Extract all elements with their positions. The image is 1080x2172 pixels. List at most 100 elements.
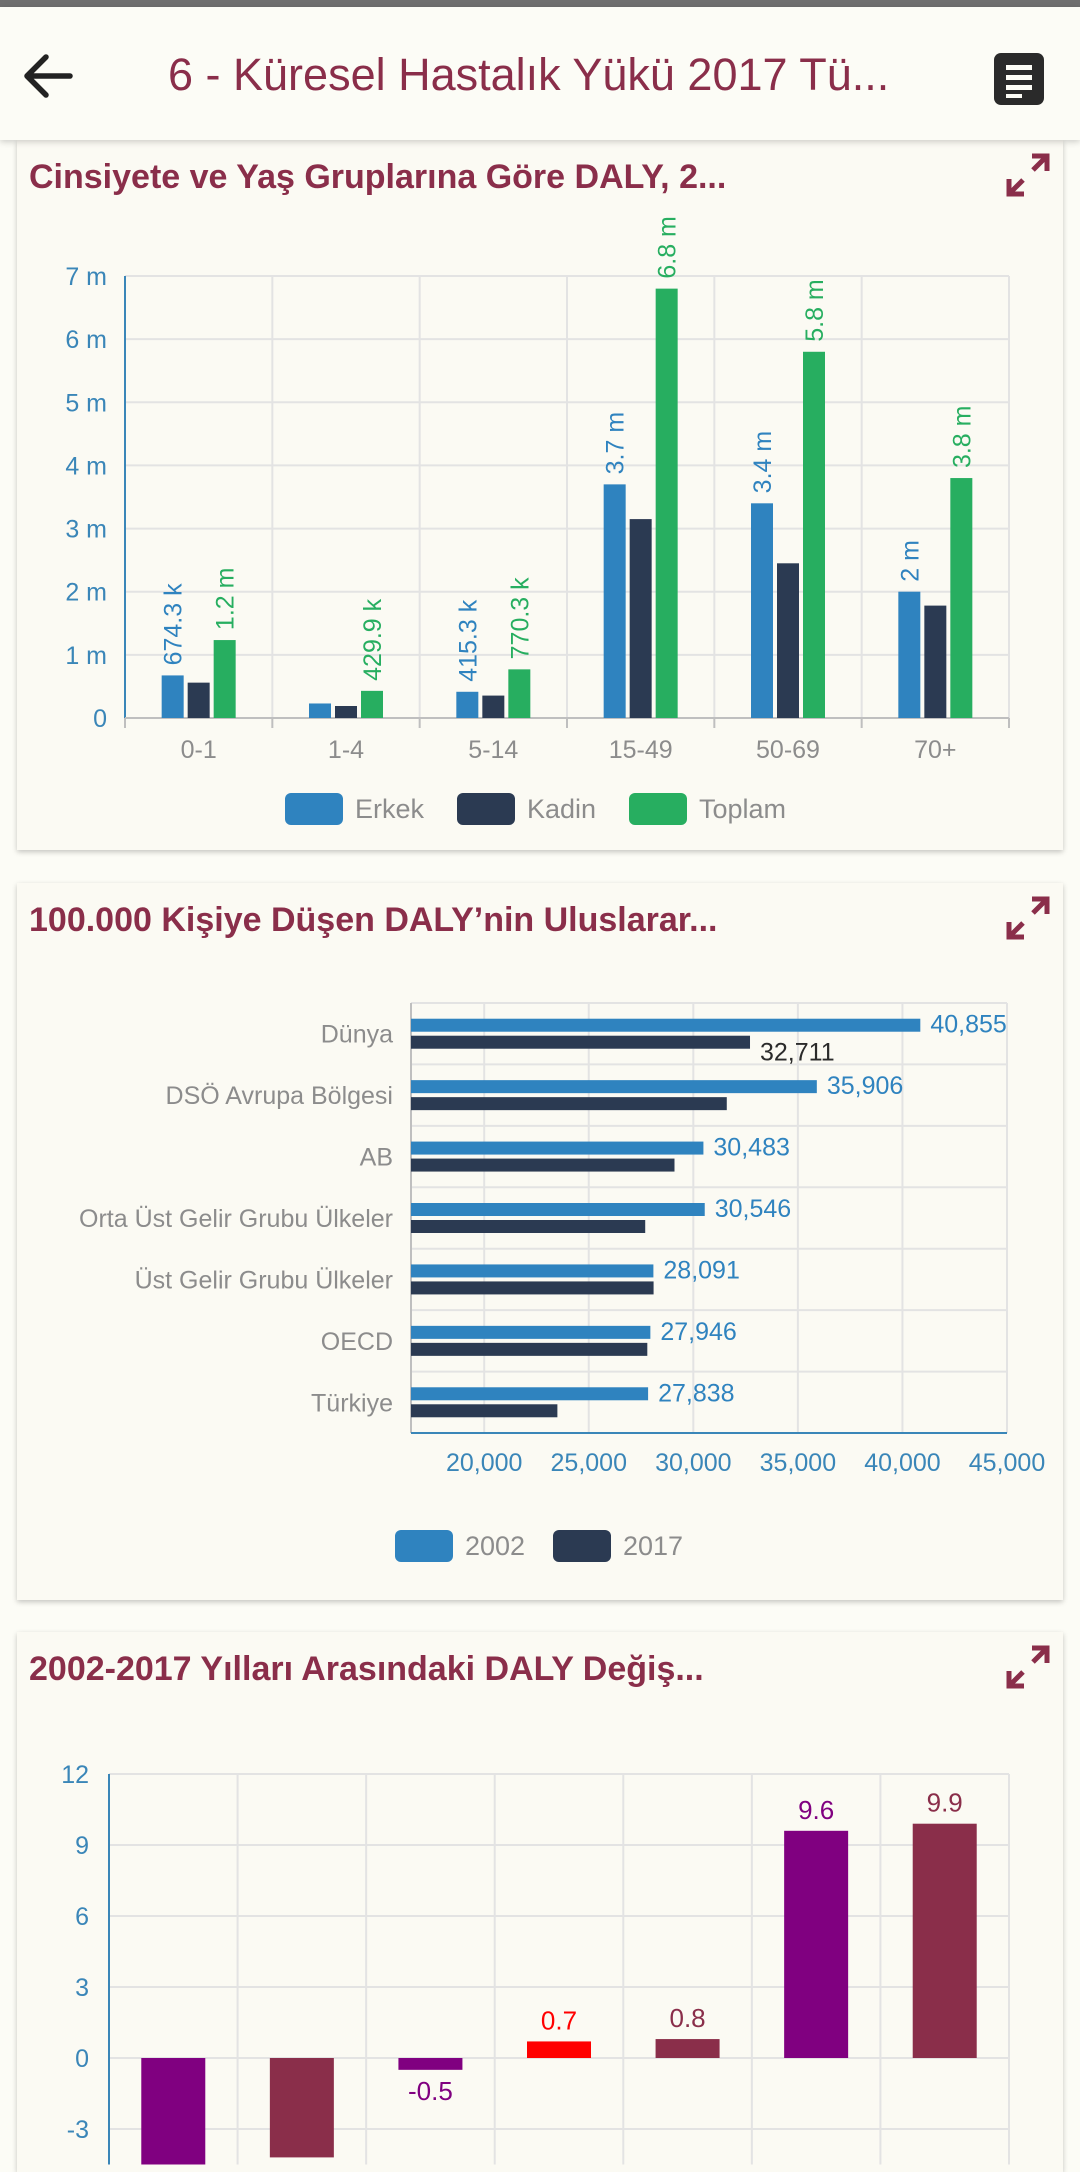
data-label: 6.8 m xyxy=(654,216,682,279)
bar-erkek-0-1 xyxy=(161,675,184,718)
bar-7 xyxy=(912,1823,977,2058)
bar-2 xyxy=(269,2058,334,2158)
bar-kadin-5-14 xyxy=(482,695,505,718)
y-tick-label: 2 m xyxy=(65,579,107,607)
data-label: 770.3 k xyxy=(506,577,534,660)
menu-button[interactable] xyxy=(994,53,1044,105)
bar-toplam-50-69 xyxy=(803,351,825,718)
document-menu-icon xyxy=(994,53,1044,105)
legend-swatch-kadin xyxy=(457,793,515,825)
bar-2017-st-gelir-grubu-lkeler xyxy=(411,1281,654,1295)
category-label: DSÖ Avrupa Bölgesi xyxy=(166,1082,393,1110)
bar-2002-st-gelir-grubu-lkeler xyxy=(411,1264,654,1278)
daly-change-chart: -3 0 3 6 9 12 -0.5 0.7 0.8 9.6 9.9 xyxy=(61,1761,1010,2165)
legend-label-erkek: Erkek xyxy=(355,794,425,824)
legend-swatch-2002 xyxy=(395,1530,453,1562)
bar-toplam-70+ xyxy=(950,478,973,718)
bar-2017-ds-avrupa-b-lgesi xyxy=(411,1097,727,1111)
bar-2002-orta-st-gelir-grubu-lkeler xyxy=(411,1203,705,1216)
data-label: 32,711 xyxy=(760,1039,835,1067)
bar-3 xyxy=(398,2058,463,2070)
data-label: 674.3 k xyxy=(160,583,188,666)
back-button[interactable] xyxy=(14,41,84,111)
y-tick-label: 9 xyxy=(75,1832,89,1860)
data-label: 2 m xyxy=(896,540,924,582)
bar-kadin-50-69 xyxy=(777,563,799,718)
data-label: 0.8 xyxy=(669,2003,705,2033)
x-tick-label: 30,000 xyxy=(655,1449,731,1477)
bar-2002-t-rkiye xyxy=(411,1387,649,1401)
data-label: 5.8 m xyxy=(801,279,829,342)
data-label: 415.3 k xyxy=(454,599,482,682)
x-tick-label: 45,000 xyxy=(969,1449,1045,1477)
expand-icon xyxy=(1006,153,1050,197)
bar-erkek-70+ xyxy=(898,591,921,718)
y-tick-label: 6 xyxy=(75,1903,89,1931)
category-label: Orta Üst Gelir Grubu Ülkeler xyxy=(79,1205,393,1233)
daly-international-chart: 20,000 25,000 30,000 35,000 40,000 45,000 Düny… xyxy=(79,1002,1045,1562)
bar-erkek-15-49 xyxy=(603,484,626,718)
bar-toplam-1-4 xyxy=(361,690,383,718)
expand-button[interactable] xyxy=(1005,895,1051,941)
data-label: 0.7 xyxy=(541,2005,577,2035)
expand-button[interactable] xyxy=(1005,152,1051,198)
arrow-left-icon xyxy=(24,54,73,98)
y-tick-label: 1 m xyxy=(65,642,107,670)
x-tick-label: 70+ xyxy=(914,736,956,764)
data-label: 30,546 xyxy=(715,1195,791,1223)
bar-2017-ab xyxy=(411,1158,675,1172)
bar-kadin-0-1 xyxy=(187,682,210,718)
bar-2002-ds-avrupa-b-lgesi xyxy=(411,1080,817,1094)
bar-4 xyxy=(527,2041,591,2058)
category-label: Türkiye xyxy=(311,1389,393,1417)
app-bar: 6 - Küresel Hastalık Yükü 2017 Tü... xyxy=(0,7,1080,140)
expand-button[interactable] xyxy=(1005,1644,1051,1690)
category-label: OECD xyxy=(321,1328,393,1356)
x-tick-label: 1-4 xyxy=(328,736,364,764)
legend-label-2002: 2002 xyxy=(465,1531,525,1561)
x-tick-label: 35,000 xyxy=(760,1449,836,1477)
bar-2017-t-rkiye xyxy=(411,1404,558,1418)
bar-2002-d-nya xyxy=(411,1018,921,1032)
data-label: 30,483 xyxy=(713,1134,789,1162)
y-tick-label: 5 m xyxy=(65,389,107,417)
bar-5 xyxy=(655,2039,720,2058)
category-label: Dünya xyxy=(321,1021,393,1049)
bar-6 xyxy=(784,1830,849,2058)
x-tick-label: 40,000 xyxy=(864,1449,940,1477)
data-label: -0.5 xyxy=(408,2076,453,2106)
data-label: 9.9 xyxy=(927,1788,963,1818)
y-tick-label: 0 xyxy=(93,705,107,733)
bar-kadin-15-49 xyxy=(629,519,652,718)
daly-international-card: 100.000 Kişiye Düşen DALY’nin Uluslarar.… xyxy=(17,883,1063,1600)
category-label: AB xyxy=(360,1144,393,1172)
daly-change-card: 2002-2017 Yılları Arasındaki DALY Değiş.… xyxy=(17,1632,1063,2172)
y-tick-label: 3 m xyxy=(65,516,107,544)
bar-toplam-5-14 xyxy=(508,669,531,718)
y-tick-label: 4 m xyxy=(65,452,107,480)
data-label: 27,946 xyxy=(660,1318,736,1346)
legend-label-kadin: Kadin xyxy=(527,794,596,824)
x-tick-label: 25,000 xyxy=(551,1449,627,1477)
x-tick-label: 20,000 xyxy=(446,1449,522,1477)
legend-swatch-2017 xyxy=(553,1530,611,1562)
bar-erkek-5-14 xyxy=(456,691,479,718)
bar-kadin-1-4 xyxy=(335,706,357,718)
legend-label-2017: 2017 xyxy=(623,1531,683,1561)
y-tick-label: 3 xyxy=(75,1974,89,2002)
bar-2017-oecd xyxy=(411,1342,648,1356)
data-label: 28,091 xyxy=(663,1256,739,1284)
x-tick-label: 0-1 xyxy=(181,736,217,764)
data-label: 27,838 xyxy=(658,1379,734,1407)
data-label: 1.2 m xyxy=(212,568,240,631)
bar-2017-orta-st-gelir-grubu-lkeler xyxy=(411,1220,646,1233)
data-label: 3.7 m xyxy=(602,412,630,475)
legend-label-toplam: Toplam xyxy=(699,794,786,824)
bar-2002-ab xyxy=(411,1141,704,1155)
bar-erkek-50-69 xyxy=(751,503,773,718)
page-title: 6 - Küresel Hastalık Yükü 2017 Tü... xyxy=(168,49,890,100)
y-tick-label: -3 xyxy=(67,2116,89,2144)
data-label: 35,906 xyxy=(827,1072,903,1100)
bar-erkek-1-4 xyxy=(309,703,331,718)
expand-icon xyxy=(1006,896,1050,940)
